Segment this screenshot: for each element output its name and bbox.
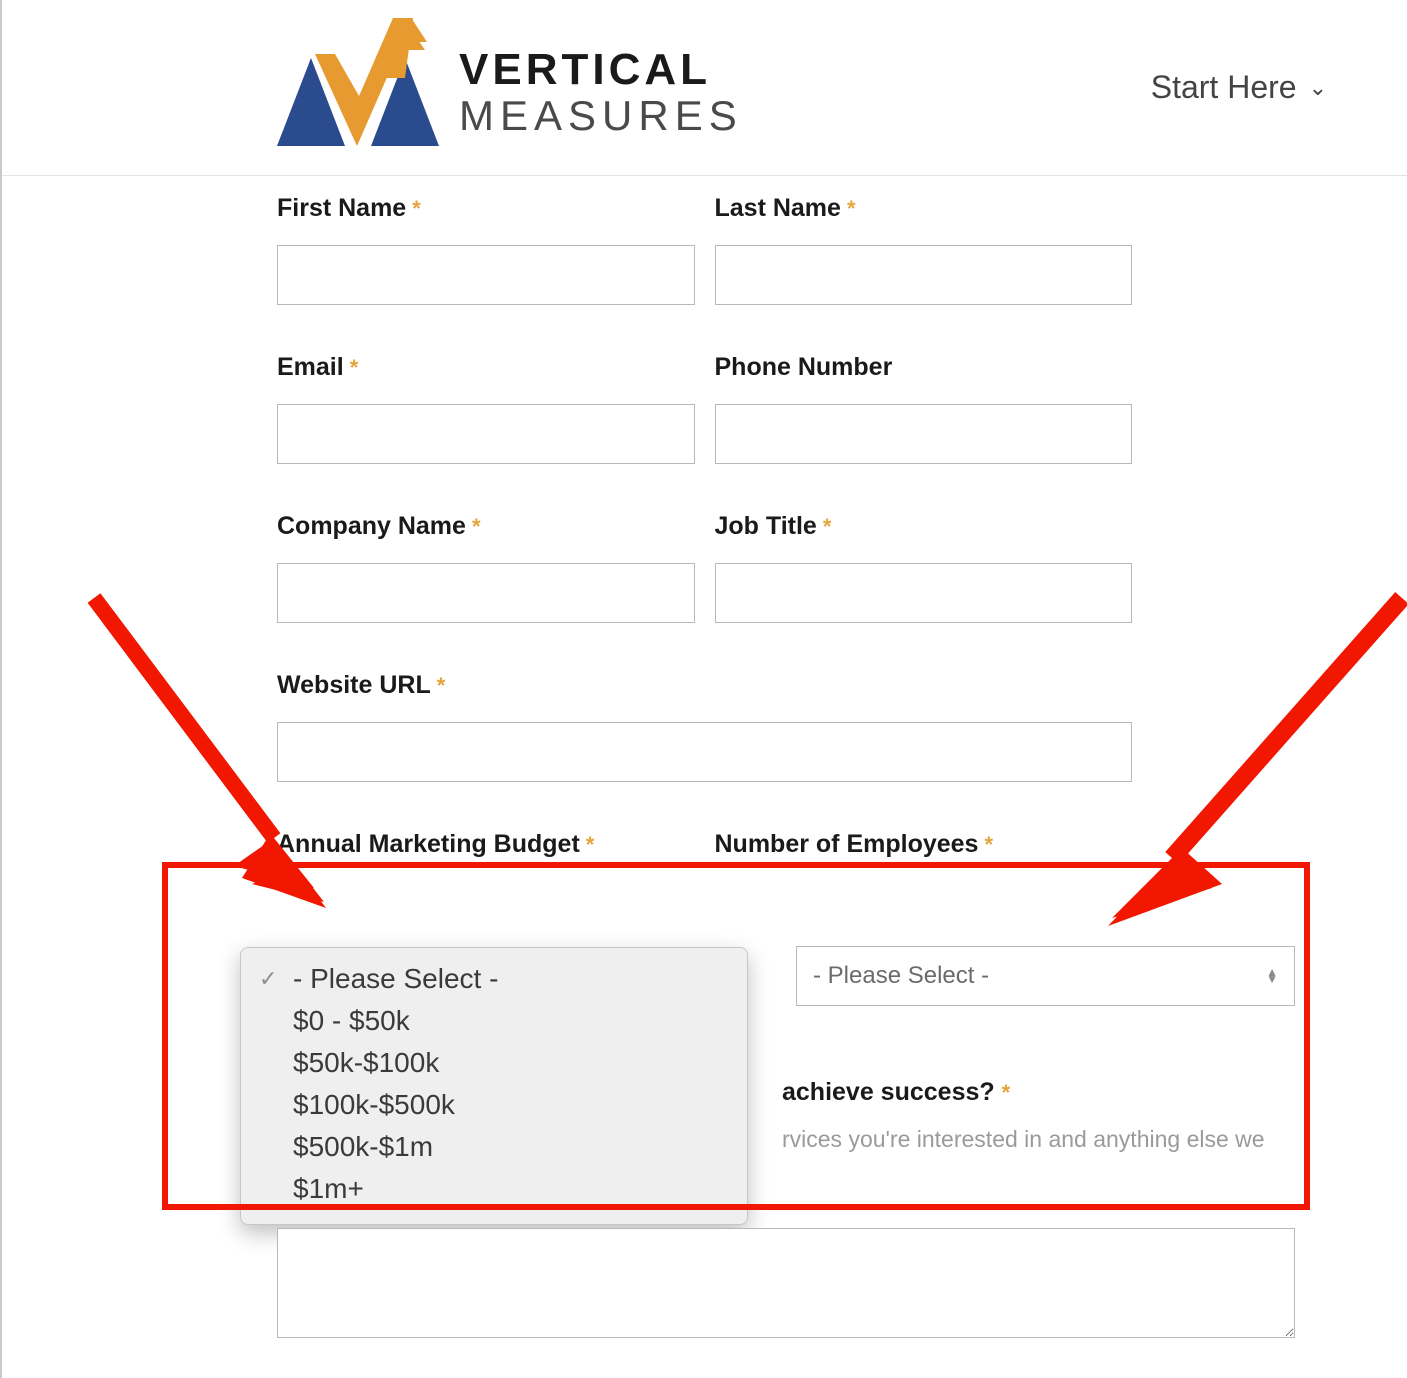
row-company: Company Name * Job Title * <box>277 512 1132 623</box>
success-label-fragment: achieve success? * <box>782 1078 1010 1107</box>
header: VERTICAL MEASURES Start Here ⌄ <box>2 0 1407 176</box>
form: First Name * Last Name * Email * <box>2 176 1407 881</box>
select-updown-icon: ▲▼ <box>1266 969 1278 983</box>
required-marker: * <box>437 673 446 699</box>
website-label: Website URL * <box>277 671 1132 700</box>
employees-select-value: - Please Select - <box>813 962 989 990</box>
budget-option-label: $0 - $50k <box>293 1005 410 1037</box>
last-name-input[interactable] <box>715 245 1133 305</box>
first-name-input[interactable] <box>277 245 695 305</box>
row-selects-labels: Annual Marketing Budget * Number of Empl… <box>277 830 1132 881</box>
required-marker: * <box>412 196 421 222</box>
budget-option[interactable]: $50k-$100k <box>241 1042 747 1084</box>
required-marker: * <box>1002 1080 1011 1105</box>
budget-option-label: - Please Select - <box>293 963 498 995</box>
company-input[interactable] <box>277 563 695 623</box>
job-title-field-group: Job Title * <box>715 512 1133 623</box>
email-input[interactable] <box>277 404 695 464</box>
budget-option-label: $100k-$500k <box>293 1089 455 1121</box>
success-textarea-wrap <box>277 1228 1295 1343</box>
budget-option[interactable]: $500k-$1m <box>241 1126 747 1168</box>
last-name-label: Last Name * <box>715 194 1133 223</box>
logo-svg: VERTICAL MEASURES <box>277 18 757 158</box>
first-name-field-group: First Name * <box>277 194 695 305</box>
email-label: Email * <box>277 353 695 382</box>
row-website: Website URL * <box>277 671 1132 782</box>
page: VERTICAL MEASURES Start Here ⌄ First Nam… <box>0 0 1407 1378</box>
job-title-label: Job Title * <box>715 512 1133 541</box>
budget-option[interactable]: $1m+ <box>241 1168 747 1210</box>
start-here-nav[interactable]: Start Here ⌄ <box>1151 69 1327 106</box>
budget-field-group: Annual Marketing Budget * <box>277 830 695 881</box>
phone-field-group: Phone Number <box>715 353 1133 464</box>
employees-select[interactable]: - Please Select - ▲▼ <box>796 946 1295 1006</box>
required-marker: * <box>472 514 481 540</box>
budget-dropdown-open: ✓ - Please Select - $0 - $50k $50k-$100k… <box>240 947 748 1225</box>
required-marker: * <box>350 355 359 381</box>
employees-select-wrap: - Please Select - ▲▼ <box>796 946 1295 1006</box>
success-hint-fragment: rvices you're interested in and anything… <box>782 1126 1265 1153</box>
budget-option[interactable]: ✓ - Please Select - <box>241 958 747 1000</box>
logo-text-2: MEASURES <box>459 92 743 139</box>
phone-input[interactable] <box>715 404 1133 464</box>
required-marker: * <box>984 832 993 858</box>
job-title-input[interactable] <box>715 563 1133 623</box>
logo-text-1: VERTICAL <box>459 45 711 94</box>
website-input[interactable] <box>277 722 1132 782</box>
logo: VERTICAL MEASURES <box>277 18 757 158</box>
email-field-group: Email * <box>277 353 695 464</box>
budget-option[interactable]: $100k-$500k <box>241 1084 747 1126</box>
check-icon: ✓ <box>259 966 281 992</box>
success-textarea[interactable] <box>277 1228 1295 1338</box>
employees-field-group: Number of Employees * <box>715 830 1133 881</box>
row-name: First Name * Last Name * <box>277 194 1132 305</box>
first-name-label: First Name * <box>277 194 695 223</box>
budget-option[interactable]: $0 - $50k <box>241 1000 747 1042</box>
required-marker: * <box>847 196 856 222</box>
required-marker: * <box>586 832 595 858</box>
last-name-field-group: Last Name * <box>715 194 1133 305</box>
website-field-group: Website URL * <box>277 671 1132 782</box>
required-marker: * <box>823 514 832 540</box>
budget-option-label: $500k-$1m <box>293 1131 433 1163</box>
budget-option-label: $1m+ <box>293 1173 364 1205</box>
chevron-down-icon: ⌄ <box>1309 75 1327 101</box>
company-label: Company Name * <box>277 512 695 541</box>
company-field-group: Company Name * <box>277 512 695 623</box>
row-contact: Email * Phone Number <box>277 353 1132 464</box>
phone-label: Phone Number <box>715 353 1133 382</box>
employees-label: Number of Employees * <box>715 830 1133 859</box>
start-here-label: Start Here <box>1151 69 1297 106</box>
budget-option-label: $50k-$100k <box>293 1047 439 1079</box>
budget-label: Annual Marketing Budget * <box>277 830 695 859</box>
